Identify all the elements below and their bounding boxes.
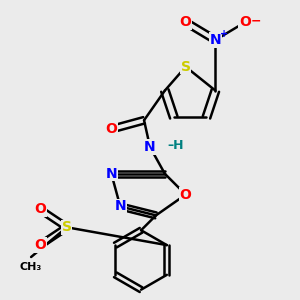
Text: O: O [239, 15, 251, 29]
Text: −: − [251, 14, 262, 27]
Text: S: S [181, 60, 191, 74]
Text: O: O [180, 188, 192, 202]
Text: –H: –H [168, 139, 184, 152]
Text: +: + [220, 29, 228, 39]
Text: O: O [34, 202, 46, 216]
Text: N: N [106, 167, 117, 181]
Text: O: O [105, 122, 117, 136]
Text: N: N [115, 200, 126, 214]
Text: O: O [180, 15, 192, 29]
Text: N: N [210, 33, 221, 47]
Text: CH₃: CH₃ [20, 262, 42, 272]
Text: N: N [144, 140, 156, 154]
Text: O: O [34, 238, 46, 252]
Text: S: S [62, 220, 72, 234]
